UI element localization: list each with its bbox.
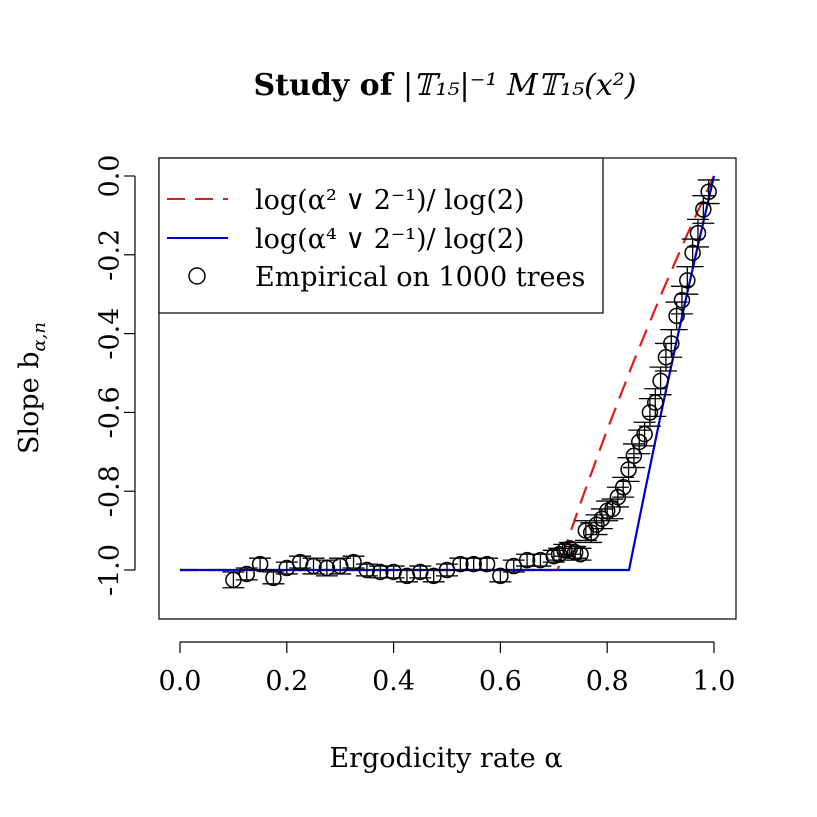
data-point — [625, 447, 643, 464]
data-point — [588, 516, 605, 533]
data-point — [358, 561, 376, 579]
x-tick-label: 0.4 — [372, 666, 415, 697]
x-tick-label: 0.6 — [479, 666, 522, 697]
data-point — [679, 272, 696, 289]
y-axis-label-main: Slope b — [14, 351, 45, 454]
data-point — [265, 569, 282, 587]
data-point — [372, 563, 389, 581]
data-point — [251, 555, 269, 573]
y-tick-label: 0.0 — [95, 155, 126, 198]
data-point — [572, 545, 589, 563]
series-layer — [180, 175, 720, 589]
data-point — [492, 567, 509, 585]
data-point — [663, 335, 680, 352]
chart-title-prefix: Study of — [254, 68, 404, 103]
data-point — [614, 479, 632, 496]
chart-title-math: |𝕋₁₅|⁻¹ M𝕋₁₅(x²) — [403, 68, 636, 103]
data-point — [318, 559, 336, 577]
y-tick-label: -0.2 — [95, 229, 126, 281]
x-axis: 0.0 0.2 0.4 0.6 0.8 1.0 — [159, 641, 736, 697]
x-axis-label: Ergodicity rate α — [329, 743, 562, 774]
legend-box — [158, 157, 604, 314]
data-point — [478, 555, 496, 573]
data-point — [452, 555, 469, 573]
data-point — [465, 555, 482, 573]
data-point — [641, 404, 659, 421]
chart-title: Study of |𝕋₁₅|⁻¹ M𝕋₁₅(x²) — [254, 68, 637, 103]
y-tick-label: -0.8 — [95, 465, 126, 517]
data-point — [689, 224, 707, 242]
data-point — [673, 291, 691, 309]
data-point — [620, 461, 637, 478]
data-point — [695, 201, 712, 218]
data-point — [700, 183, 717, 201]
x-tick-label: 0.0 — [159, 666, 202, 697]
y-axis-label-subscript: α,n — [29, 322, 50, 351]
legend-label-series-1: log(α² ∨ 2⁻¹)/ log(2) — [255, 185, 525, 216]
theoretical-curve-alpha4 — [180, 175, 716, 572]
data-point — [668, 307, 685, 325]
data-point — [652, 372, 669, 390]
data-point — [684, 244, 701, 262]
data-point — [238, 565, 255, 583]
legend-label-series-3: Empirical on 1000 trees — [255, 262, 585, 293]
theoretical-curve-alpha2 — [180, 175, 716, 572]
legend-key-circle — [188, 267, 206, 285]
empirical-points-series — [222, 179, 720, 589]
data-point — [345, 553, 362, 571]
y-tick-label: -1.0 — [95, 544, 126, 596]
y-axis-label: Slope bα,n — [14, 322, 50, 454]
legend: log(α² ∨ 2⁻¹)/ log(2) log(α⁴ ∨ 2⁻¹)/ log… — [158, 157, 604, 314]
data-point — [518, 551, 536, 569]
x-tick-label: 0.2 — [265, 666, 308, 697]
data-point — [305, 557, 322, 575]
y-axis: 0.0 -0.2 -0.4 -0.6 -0.8 -1.0 — [95, 155, 136, 596]
x-tick-label: 0.8 — [586, 666, 629, 697]
legend-label-series-2: log(α⁴ ∨ 2⁻¹)/ log(2) — [255, 224, 525, 255]
y-tick-label: -0.6 — [95, 386, 126, 438]
y-tick-label: -0.4 — [95, 308, 126, 360]
x-tick-label: 1.0 — [693, 666, 736, 697]
